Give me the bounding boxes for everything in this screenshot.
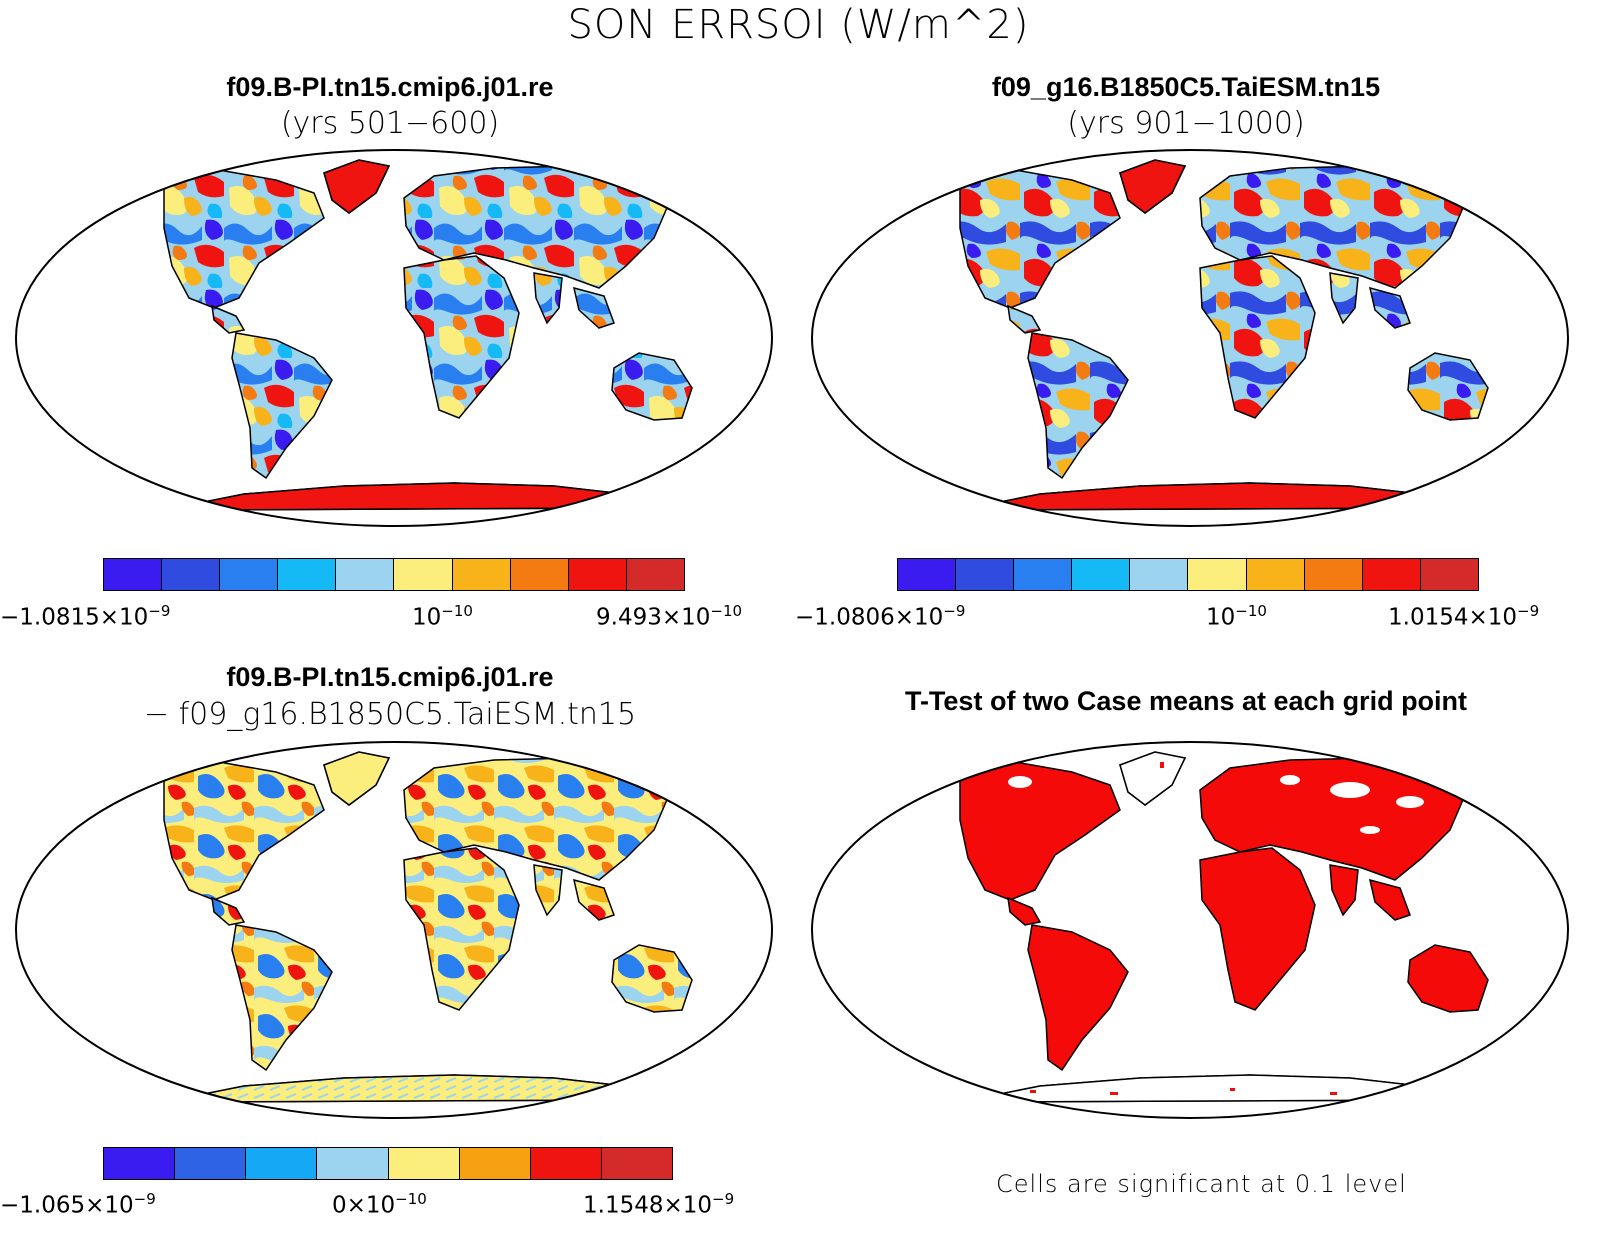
panel-3-colorbar-min-label: −1.065×10−9 (0, 1190, 156, 1219)
panel-3-colorbar (103, 1147, 673, 1180)
colorbar-cell-2 (956, 559, 1015, 590)
colorbar-cell-7 (530, 1148, 602, 1179)
colorbar-cell-4 (317, 1148, 389, 1179)
colorbar-cell-3 (220, 559, 279, 590)
colorbar-cell-6 (459, 1148, 531, 1179)
panel-1-colorbar-mid-label: 10−10 (412, 602, 473, 631)
panel-3-colorbar-mid-label: 0×10−10 (332, 1190, 427, 1219)
panel-1-colorbar-min-label: −1.0815×10−9 (0, 602, 171, 631)
colorbar-cell-10 (1420, 559, 1478, 590)
colorbar-cell-1 (104, 559, 163, 590)
colorbar-cell-3 (246, 1148, 318, 1179)
panel-2-colorbar-mid-label: 10−10 (1206, 602, 1267, 631)
colorbar-cell-4 (1072, 559, 1131, 590)
panel-3-subtitle: − f09_g16.B1850C5.TaiESM.tn15 (143, 697, 637, 732)
panel-1-colorbar-max-label: 9.493×10−10 (596, 602, 743, 631)
colorbar-cell-2 (175, 1148, 247, 1179)
colorbar-cell-5 (336, 559, 395, 590)
colorbar-cell-10 (626, 559, 684, 590)
colorbar-cell-8 (1304, 559, 1363, 590)
colorbar-cell-7 (1246, 559, 1305, 590)
page-title: SON ERRSOI (W/m^2) (567, 2, 1030, 48)
colorbar-cell-6 (1188, 559, 1247, 590)
colorbar-cell-8 (510, 559, 569, 590)
colorbar-cell-7 (452, 559, 511, 590)
panel-2-subtitle: (yrs 901−1000) (1067, 106, 1305, 141)
panel-3-map (15, 741, 773, 1119)
colorbar-cell-5 (1130, 559, 1189, 590)
panel-2-colorbar (897, 558, 1479, 591)
panel-2-colorbar-min-label: −1.0806×10−9 (795, 602, 966, 631)
colorbar-cell-9 (568, 559, 627, 590)
panel-2-title: f09_g16.B1850C5.TaiESM.tn15 (991, 72, 1381, 102)
colorbar-cell-1 (104, 1148, 176, 1179)
colorbar-cell-1 (898, 559, 957, 590)
panel-1-map (15, 149, 773, 527)
colorbar-cell-2 (162, 559, 221, 590)
panel-2-colorbar-max-label: 1.0154×10−9 (1388, 602, 1540, 631)
panel-1-colorbar (103, 558, 685, 591)
panel-3-colorbar-max-label: 1.1548×10−9 (583, 1190, 735, 1219)
colorbar-cell-6 (394, 559, 453, 590)
panel-1-title: f09.B-PI.tn15.cmip6.j01.re (226, 72, 554, 102)
colorbar-cell-9 (1362, 559, 1421, 590)
panel-1-subtitle: (yrs 501−600) (280, 106, 500, 141)
colorbar-cell-4 (278, 559, 337, 590)
panel-2-map (811, 149, 1569, 527)
colorbar-cell-3 (1014, 559, 1073, 590)
panel-4-map (811, 741, 1569, 1119)
panel-3-title: f09.B-PI.tn15.cmip6.j01.re (226, 662, 554, 692)
colorbar-cell-5 (388, 1148, 460, 1179)
colorbar-cell-8 (601, 1148, 672, 1179)
panel-4-title: T-Test of two Case means at each grid po… (904, 686, 1468, 716)
significance-note: Cells are significant at 0.1 level (996, 1170, 1407, 1198)
